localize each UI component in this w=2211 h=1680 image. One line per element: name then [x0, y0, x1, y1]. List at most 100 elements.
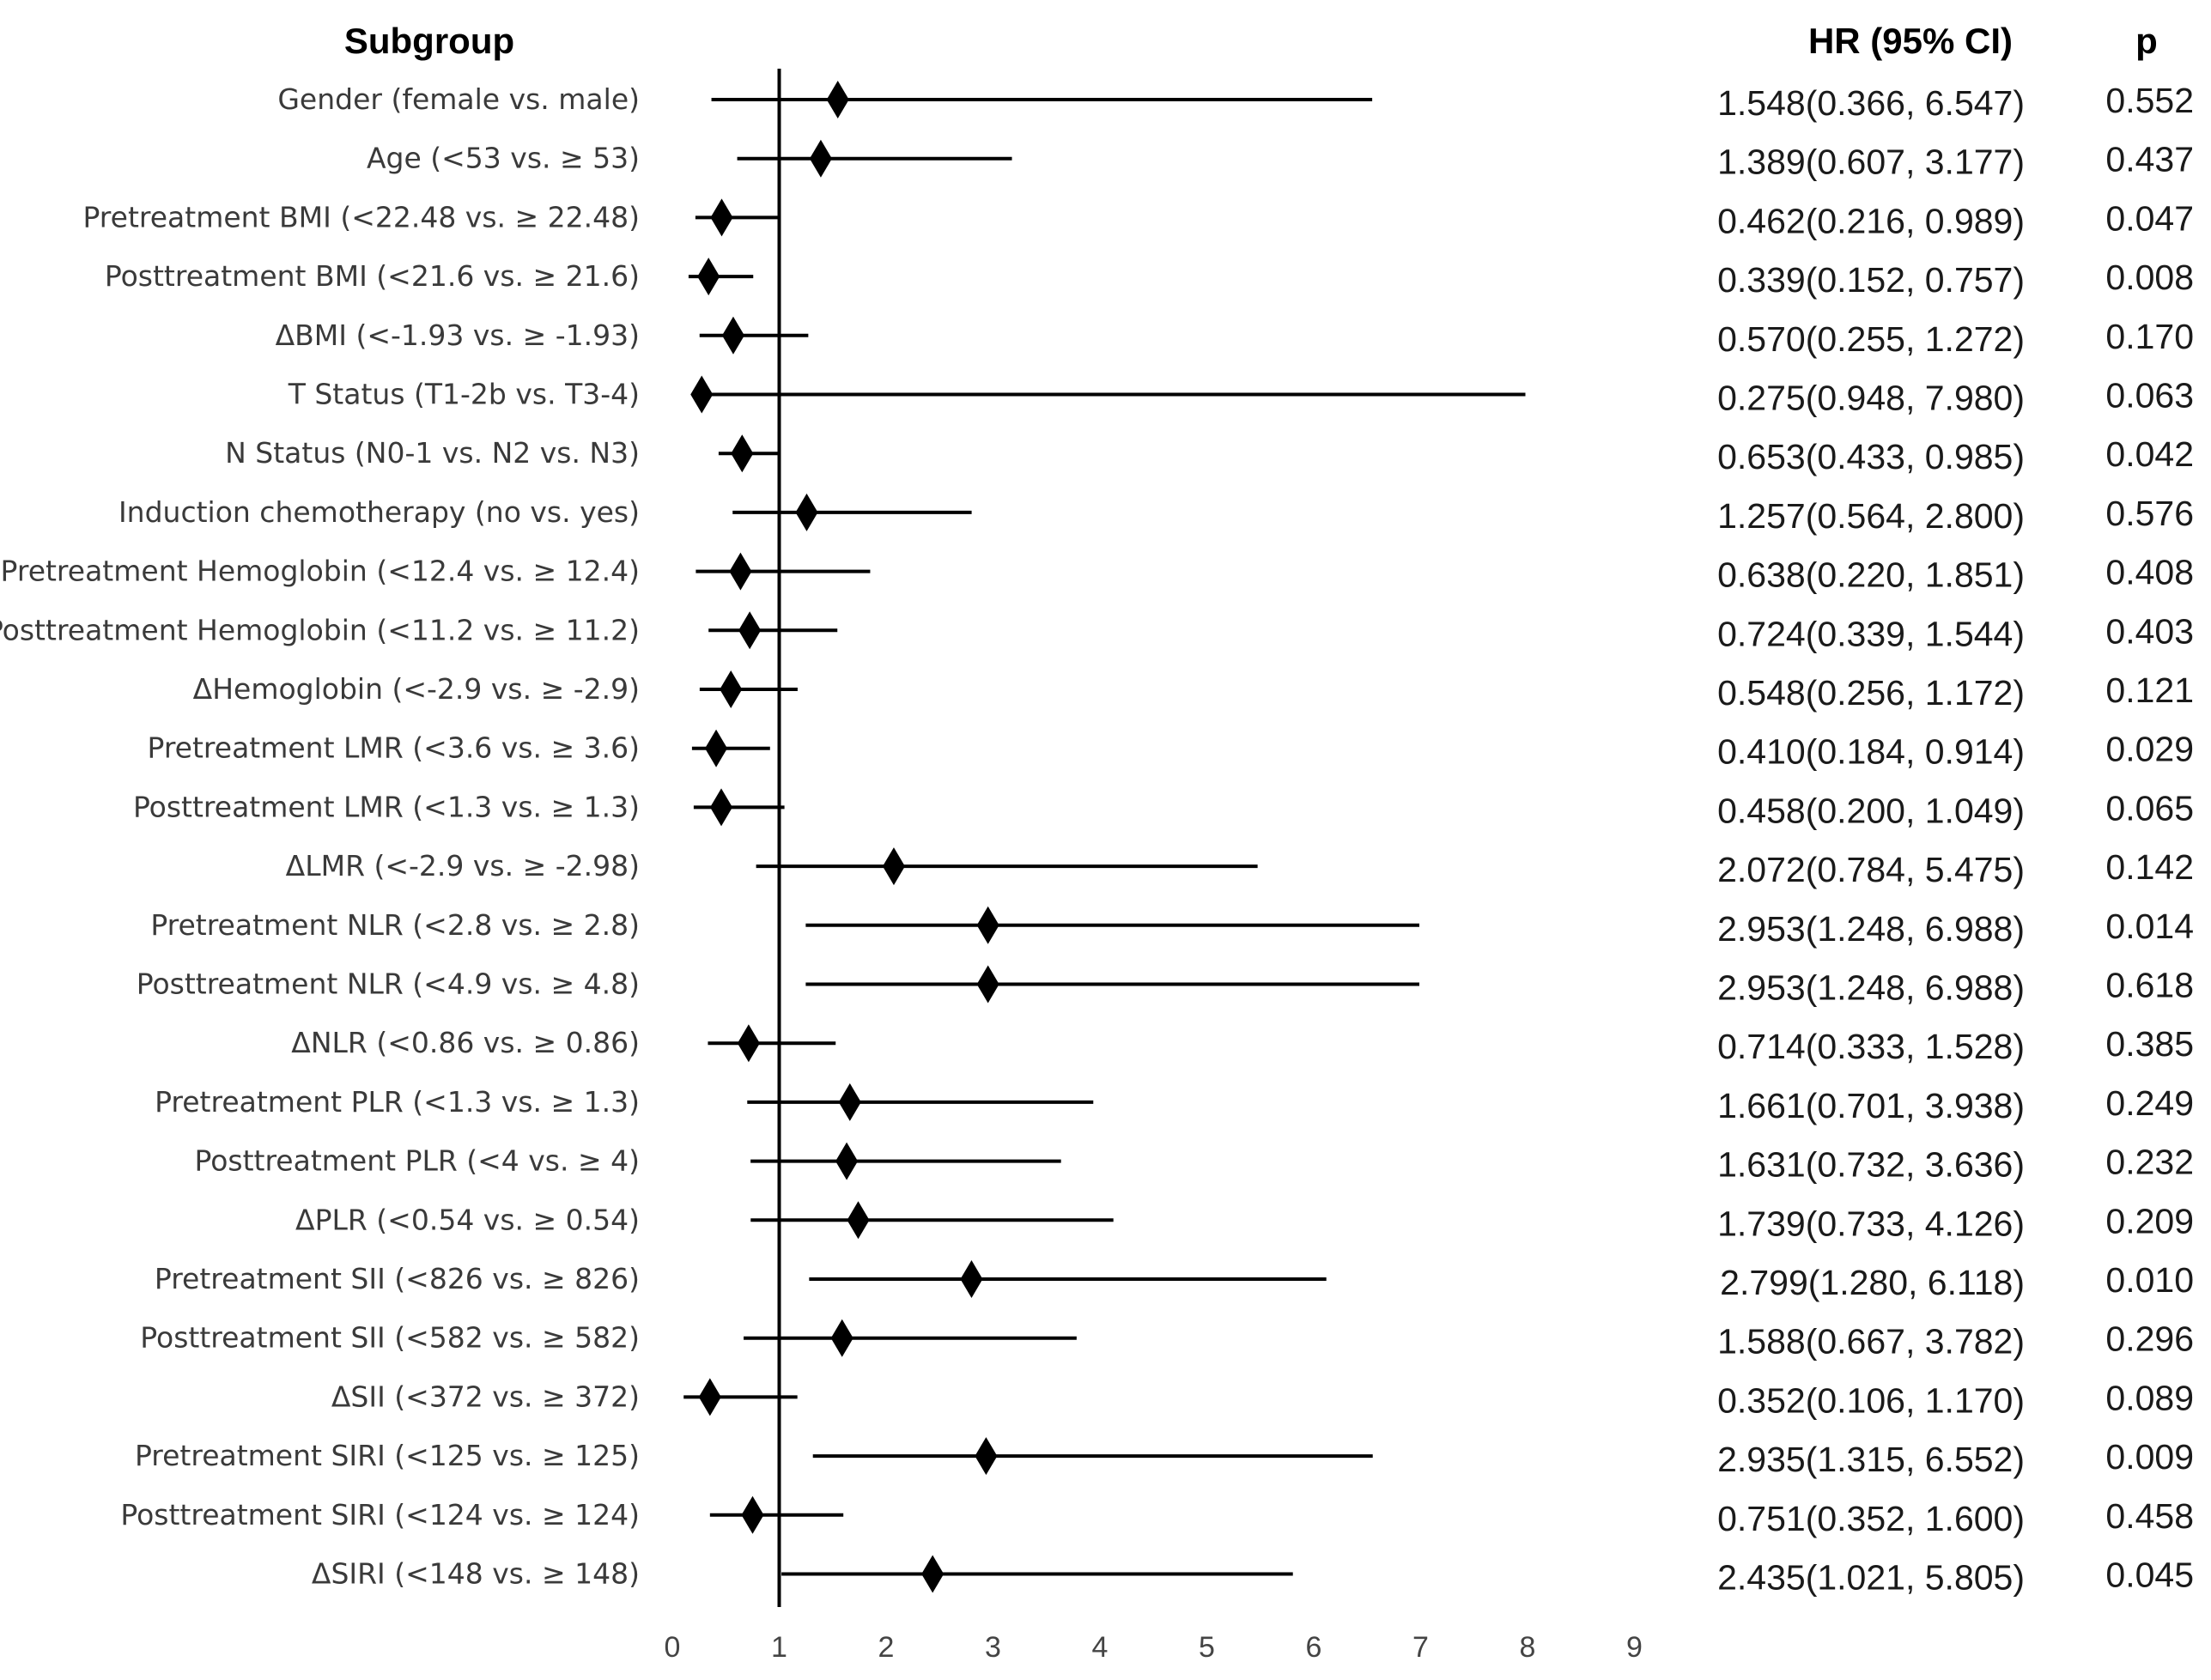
hr-point-marker — [738, 611, 762, 650]
forest-row: Posttreatment Hemoglobin (<11.2 vs. ≥ 11… — [0, 611, 2194, 653]
forest-rows: Gender (female vs. male) 1.548(0.366, 6.5… — [0, 81, 2194, 1598]
p-value: 0.385 — [2105, 1024, 2194, 1064]
hr-ci-value: 0.751(0.352, 1.600) — [1717, 1499, 2025, 1538]
hr-ci-value: 0.410(0.184, 0.914) — [1717, 732, 2025, 772]
subgroup-label: Pretreatment PLR (<1.3 vs. ≥ 1.3) — [155, 1085, 640, 1119]
p-value: 0.249 — [2105, 1083, 2194, 1123]
forest-row: ΔPLR (<0.54 vs. ≥ 0.54) 1.739(0.733, 4.12… — [295, 1201, 2194, 1243]
subgroup-label: ΔSII (<372 vs. ≥ 372) — [331, 1380, 640, 1413]
forest-row: ΔNLR (<0.86 vs. ≥ 0.86) 0.714(0.333, 1.52… — [291, 1024, 2194, 1066]
subgroup-label: Posttreatment PLR (<4 vs. ≥ 4) — [194, 1144, 640, 1178]
forest-row: T Status (T1-2b vs. T3-4) 0.275(0.948, 7.… — [288, 375, 2194, 418]
hr-ci-value: 0.548(0.256, 1.172) — [1717, 673, 2025, 713]
hr-point-marker — [690, 375, 714, 414]
forest-row: Pretreatment BMI (<22.48 vs. ≥ 22.48) 0.4… — [82, 198, 2194, 240]
subgroup-label: ΔSIRI (<148 vs. ≥ 148) — [312, 1557, 640, 1591]
p-value: 0.029 — [2105, 730, 2194, 769]
subgroup-header: Subgroup — [344, 21, 514, 61]
p-value: 0.063 — [2105, 376, 2194, 415]
subgroup-label: ΔNLR (<0.86 vs. ≥ 0.86) — [291, 1026, 640, 1059]
subgroup-label: Posttreatment BMI (<21.6 vs. ≥ 21.6) — [105, 259, 640, 293]
forest-row: Posttreatment SII (<582 vs. ≥ 582) 1.588(… — [140, 1319, 2194, 1362]
subgroup-label: ΔPLR (<0.54 vs. ≥ 0.54) — [295, 1203, 640, 1236]
hr-ci-value: 1.631(0.732, 3.636) — [1717, 1145, 2025, 1185]
hr-point-marker — [710, 198, 733, 237]
subgroup-label: Pretreatment SII (<826 vs. ≥ 826) — [155, 1262, 640, 1295]
hr-point-marker — [729, 552, 752, 591]
hr-point-marker — [720, 670, 743, 708]
hr-ci-value: 0.570(0.255, 1.272) — [1717, 319, 2025, 359]
subgroup-label: Induction chemotherapy (no vs. yes) — [118, 495, 640, 529]
hr-ci-value: 2.953(1.248, 6.988) — [1717, 909, 2025, 949]
hr-point-marker — [976, 965, 999, 1004]
x-tick-label: 7 — [1412, 1631, 1429, 1664]
hr-ci-value: 0.724(0.339, 1.544) — [1717, 614, 2025, 653]
x-tick-label: 3 — [985, 1631, 1001, 1664]
hr-point-marker — [795, 493, 818, 531]
hr-ci-value: 0.458(0.200, 1.049) — [1717, 791, 2025, 830]
hr-ci-value: 1.389(0.607, 3.177) — [1717, 143, 2025, 182]
p-value: 0.008 — [2105, 258, 2194, 297]
hr-ci-value: 1.548(0.366, 6.547) — [1717, 83, 2025, 123]
x-tick-label: 9 — [1626, 1631, 1643, 1664]
hr-ci-value: 0.339(0.152, 0.757) — [1717, 260, 2025, 300]
hr-ci-value: 1.739(0.733, 4.126) — [1717, 1204, 2025, 1243]
forest-row: ΔSIRI (<148 vs. ≥ 148) 2.435(1.021, 5.805… — [312, 1555, 2194, 1598]
p-value: 0.009 — [2105, 1437, 2194, 1477]
hr-ci-value: 2.799(1.280, 6.118) — [1720, 1263, 2025, 1302]
p-value: 0.142 — [2105, 847, 2194, 887]
hr-ci-value: 0.275(0.948, 7.980) — [1717, 379, 2025, 418]
p-value: 0.403 — [2105, 611, 2194, 651]
hr-point-marker — [838, 1083, 861, 1121]
subgroup-label: ΔHemoglobin (<-2.9 vs. ≥ -2.9) — [193, 672, 640, 706]
hr-point-marker — [976, 906, 999, 944]
x-tick-label: 4 — [1092, 1631, 1109, 1664]
hr-point-marker — [731, 434, 754, 473]
forest-row: Pretreatment NLR (<2.8 vs. ≥ 2.8) 2.953(1… — [150, 906, 2194, 949]
hr-point-marker — [835, 1142, 859, 1180]
subgroup-label: Pretreatment LMR (<3.6 vs. ≥ 3.6) — [148, 731, 640, 765]
subgroup-label: T Status (T1-2b vs. T3-4) — [288, 378, 640, 411]
p-value: 0.042 — [2105, 434, 2194, 474]
x-tick-label: 5 — [1199, 1631, 1215, 1664]
forest-row: Age (<53 vs. ≥ 53) 1.389(0.607, 3.177) 0.4… — [367, 139, 2194, 182]
p-value: 0.121 — [2105, 670, 2194, 710]
forest-row: Posttreatment BMI (<21.6 vs. ≥ 21.6) 0.33… — [105, 258, 2194, 300]
x-tick-label: 0 — [665, 1631, 681, 1664]
hr-point-marker — [960, 1260, 983, 1298]
forest-row: Posttreatment LMR (<1.3 vs. ≥ 1.3) 0.458(… — [133, 788, 2194, 830]
p-value: 0.010 — [2105, 1260, 2194, 1300]
x-tick-label: 8 — [1520, 1631, 1536, 1664]
p-value: 0.232 — [2105, 1143, 2194, 1182]
forest-row: Pretreatment PLR (<1.3 vs. ≥ 1.3) 1.661(0… — [155, 1083, 2194, 1125]
p-value: 0.209 — [2105, 1201, 2194, 1240]
p-value: 0.014 — [2105, 907, 2194, 946]
hr-ci-value: 0.714(0.333, 1.528) — [1717, 1027, 2025, 1066]
hr-point-marker — [882, 847, 905, 886]
subgroup-label: Posttreatment SIRI (<124 vs. ≥ 124) — [120, 1498, 640, 1531]
p-value: 0.170 — [2105, 317, 2194, 356]
hr-point-marker — [830, 1319, 853, 1357]
hr-ci-value: 0.653(0.433, 0.985) — [1717, 437, 2025, 476]
p-value: 0.552 — [2105, 81, 2194, 120]
subgroup-label: Pretreatment Hemoglobin (<12.4 vs. ≥ 12.… — [1, 555, 640, 588]
subgroup-label: Posttreatment SII (<582 vs. ≥ 582) — [140, 1321, 640, 1355]
hr-point-marker — [698, 1378, 721, 1416]
hr-ci-value: 2.435(1.021, 5.805) — [1717, 1558, 2025, 1598]
forest-row: Posttreatment PLR (<4 vs. ≥ 4) 1.631(0.73… — [194, 1142, 2194, 1185]
hr-ci-value: 0.462(0.216, 0.989) — [1717, 201, 2025, 240]
forest-row: Pretreatment SII (<826 vs. ≥ 826) 2.799(1… — [155, 1260, 2194, 1302]
hr-ci-header: HR (95% CI) — [1808, 21, 2013, 61]
p-value: 0.408 — [2105, 553, 2194, 592]
forest-row: Pretreatment SIRI (<125 vs. ≥ 125) 2.935(… — [135, 1437, 2194, 1479]
subgroup-label: Posttreatment Hemoglobin (<11.2 vs. ≥ 11… — [0, 613, 640, 646]
x-tick-label: 2 — [878, 1631, 895, 1664]
hr-point-marker — [826, 81, 849, 118]
forest-row: Pretreatment LMR (<3.6 vs. ≥ 3.6) 0.410(0… — [148, 729, 2194, 772]
x-tick-label: 6 — [1306, 1631, 1322, 1664]
hr-point-marker — [721, 316, 744, 355]
hr-point-marker — [705, 729, 728, 767]
subgroup-label: Age (<53 vs. ≥ 53) — [367, 142, 640, 175]
hr-ci-value: 2.953(1.248, 6.988) — [1717, 968, 2025, 1008]
